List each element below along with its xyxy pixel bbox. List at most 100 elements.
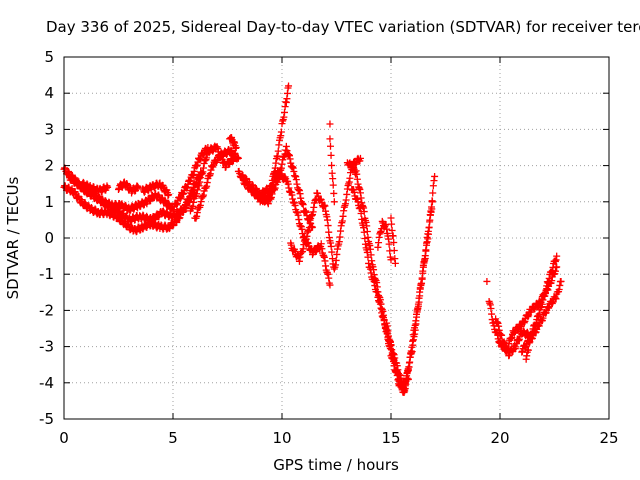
data-point-marker [328,161,336,169]
y-tick-label: 4 [44,84,54,102]
axis-ticks: 0 5 10 15 20 25 -5 -4 -3 -2 -1 0 1 2 3 4 5 [39,48,619,447]
data-point-marker [412,317,420,325]
y-tick-label: -1 [39,265,54,283]
series-track-x-outlier [522,346,532,363]
data-point-marker [330,198,338,206]
series-track-b-morning [60,182,199,236]
data-point-marker [324,222,332,230]
series-track-l-pm [256,167,334,289]
data-point-marker [424,235,432,243]
data-point-marker [557,277,565,285]
y-tick-label: 1 [44,193,54,211]
data-point-marker [553,252,561,260]
data-point-marker [165,191,173,199]
data-point-marker [428,198,436,206]
data-point-marker [501,339,509,347]
y-tick-label: -4 [39,374,54,392]
x-tick-label: 5 [168,429,178,447]
x-axis-label: GPS time / hours [273,456,399,474]
series-track-e-short [115,178,142,197]
data-point-marker [332,256,340,264]
data-point-marker [277,128,285,136]
data-point-marker [414,300,422,308]
data-point-marker [360,228,368,236]
x-tick-label: 0 [59,429,69,447]
data-point-marker [326,281,334,289]
data-point-marker [329,175,337,183]
data-point-marker [391,359,399,367]
data-point-marker [390,246,398,254]
series-track-c-morning [64,144,212,215]
y-tick-label: -5 [39,410,54,428]
data-point-marker [411,321,419,329]
series-track-v-evening [518,277,565,356]
data-point-marker [356,154,364,162]
data-point-marker [133,182,141,190]
data-point-marker [408,343,416,351]
y-tick-label: 3 [44,120,54,138]
x-tick-label: 10 [272,429,291,447]
data-point-marker [326,135,334,143]
series-track-w-outlier [483,277,491,285]
data-point-marker [524,346,532,354]
data-point-marker [415,294,423,302]
data-point-marker [409,337,417,345]
data-points [60,82,565,396]
data-point-marker [390,238,398,246]
data-point-marker [428,205,436,213]
x-tick-label: 20 [490,429,509,447]
data-point-marker [483,277,491,285]
series-track-h-rise [191,145,242,222]
data-point-marker [388,220,396,228]
y-tick-label: 5 [44,48,54,66]
data-point-marker [425,223,433,231]
series-track-d-short [77,178,112,196]
data-point-marker [409,331,417,339]
data-point-marker [431,172,439,180]
chart-title: Day 336 of 2025, Sidereal Day-to-day VTE… [46,18,640,36]
data-point-marker [424,230,432,238]
data-point-marker [329,181,337,189]
data-point-marker [104,183,112,191]
data-point-marker [134,183,142,191]
data-point-marker [427,208,435,216]
data-point-marker [500,338,508,346]
data-point-marker [274,147,282,155]
data-point-marker [391,259,399,267]
data-point-marker [234,154,242,162]
data-point-marker [363,228,371,236]
data-point-marker [326,120,334,128]
data-point-marker [429,189,437,197]
data-point-marker [327,151,335,159]
series-track-n-spike2 [326,120,338,206]
data-point-marker [418,275,426,283]
data-point-marker [299,201,307,209]
data-point-marker [336,233,344,241]
data-point-marker [328,248,336,256]
data-point-marker [426,216,434,224]
data-point-marker [419,269,427,277]
series-track-i-dip [226,134,240,152]
data-point-marker [407,347,415,355]
data-point-marker [387,214,395,222]
series-track-m-pm [287,154,364,273]
data-point-marker [356,203,364,211]
data-point-marker [389,232,397,240]
y-tick-label: 2 [44,157,54,175]
y-tick-label: -3 [39,338,54,356]
data-point-marker [421,255,429,262]
series-track-s-short [387,214,399,267]
data-point-marker [426,211,434,219]
data-point-marker [423,241,431,249]
series-track-q-drop [383,198,436,396]
y-tick-label: -2 [39,301,54,319]
data-point-marker [422,247,430,255]
data-point-marker [413,310,421,318]
data-point-marker [364,253,372,261]
y-axis-label: SDTVAR / TECUs [4,176,22,299]
x-tick-label: 25 [599,429,618,447]
data-point-marker [285,82,293,90]
series-track-f-short [138,179,173,199]
y-tick-label: 0 [44,229,54,247]
